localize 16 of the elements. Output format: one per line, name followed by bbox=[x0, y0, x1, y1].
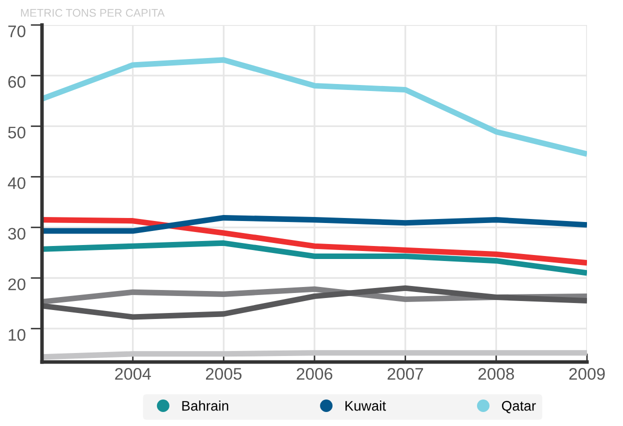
y-tick-label: 50 bbox=[8, 126, 26, 138]
y-tick-label: 60 bbox=[8, 76, 26, 88]
y-tick-label: 20 bbox=[8, 278, 26, 290]
x-tick-label: 2009 bbox=[569, 368, 605, 380]
y-tick-label: 70 bbox=[8, 25, 26, 38]
y-tick-label: 40 bbox=[8, 177, 26, 190]
x-tick-label: 2004 bbox=[115, 368, 151, 380]
y-tick-label: 30 bbox=[8, 228, 26, 240]
y-tick-label: 10 bbox=[8, 329, 26, 341]
legend-label: Bahrain bbox=[182, 400, 228, 411]
x-tick-label: 2005 bbox=[206, 368, 242, 380]
legend-label: Qatar bbox=[502, 400, 536, 414]
x-tick-label: 2008 bbox=[478, 368, 514, 380]
x-tick-label: 2007 bbox=[388, 368, 424, 380]
legend-label: Kuwait bbox=[345, 400, 386, 411]
x-tick-label: 2006 bbox=[296, 368, 332, 380]
